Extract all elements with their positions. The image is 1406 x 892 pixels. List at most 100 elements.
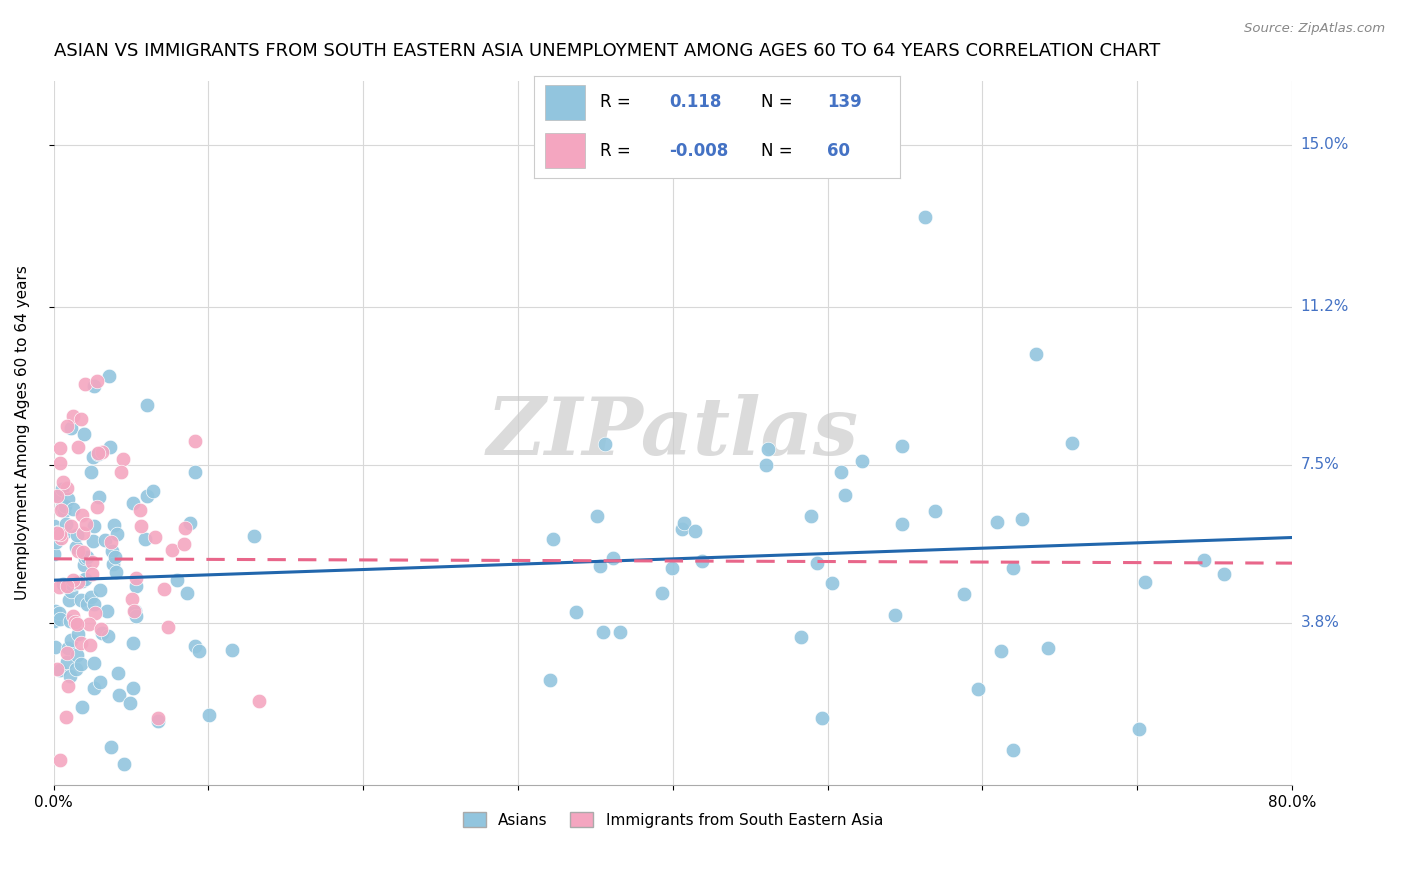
Point xyxy=(810,711,832,725)
Point xyxy=(176,586,198,600)
Point xyxy=(100,534,122,549)
Point xyxy=(986,516,1008,530)
Point xyxy=(593,437,616,451)
Point xyxy=(67,575,90,590)
Text: ASIAN VS IMMIGRANTS FROM SOUTH EASTERN ASIA UNEMPLOYMENT AMONG AGES 60 TO 64 YEA: ASIAN VS IMMIGRANTS FROM SOUTH EASTERN A… xyxy=(53,42,1160,60)
Point xyxy=(72,545,94,559)
Point xyxy=(69,636,91,650)
Point xyxy=(51,500,73,514)
Point xyxy=(589,559,612,574)
Point xyxy=(198,708,221,723)
Point xyxy=(118,696,141,710)
Point xyxy=(124,608,146,623)
Point xyxy=(112,452,135,467)
Point xyxy=(49,527,72,541)
Point xyxy=(1213,567,1236,582)
Point xyxy=(830,465,852,479)
Text: 139: 139 xyxy=(827,94,862,112)
Point xyxy=(59,669,82,683)
Point xyxy=(58,679,80,693)
Text: 0.118: 0.118 xyxy=(669,94,721,112)
Point xyxy=(48,456,70,470)
Point xyxy=(128,503,150,517)
Point xyxy=(45,488,67,502)
Point xyxy=(101,557,124,571)
Point xyxy=(89,675,111,690)
Point xyxy=(62,574,84,588)
Point xyxy=(82,450,104,465)
Point xyxy=(125,570,148,584)
Point xyxy=(72,508,94,523)
Point xyxy=(66,617,89,632)
Point xyxy=(80,566,103,581)
Text: R =: R = xyxy=(600,94,631,112)
Point xyxy=(66,648,89,662)
Point xyxy=(242,529,264,543)
Point xyxy=(73,550,96,565)
Point xyxy=(188,644,211,658)
Point xyxy=(1060,436,1083,450)
Point xyxy=(44,640,66,655)
Point xyxy=(62,409,84,423)
Point xyxy=(800,509,823,524)
Text: 7.5%: 7.5% xyxy=(1301,458,1339,473)
Point xyxy=(87,447,110,461)
Point xyxy=(58,593,80,607)
Point xyxy=(98,440,121,454)
Text: R =: R = xyxy=(600,142,631,160)
Point xyxy=(52,475,75,489)
Point xyxy=(184,465,207,479)
Text: 60: 60 xyxy=(827,142,849,160)
Y-axis label: Unemployment Among Ages 60 to 64 years: Unemployment Among Ages 60 to 64 years xyxy=(15,266,30,600)
Legend: Asians, Immigrants from South Eastern Asia: Asians, Immigrants from South Eastern As… xyxy=(457,805,889,834)
Point xyxy=(806,556,828,570)
Point xyxy=(98,368,121,383)
Point xyxy=(42,547,65,561)
Point xyxy=(75,516,97,531)
Point xyxy=(65,662,87,676)
Text: 11.2%: 11.2% xyxy=(1301,300,1348,315)
Point xyxy=(1001,743,1024,757)
Point xyxy=(166,573,188,587)
Bar xyxy=(546,133,585,168)
Point xyxy=(63,615,86,630)
Point xyxy=(179,516,201,530)
Point xyxy=(173,537,195,551)
Point xyxy=(49,753,72,767)
Point xyxy=(184,639,207,653)
Point xyxy=(174,520,197,534)
Point xyxy=(77,617,100,632)
Point xyxy=(55,499,77,513)
Point xyxy=(125,579,148,593)
Point xyxy=(121,591,143,606)
Point xyxy=(55,710,77,724)
Point xyxy=(51,482,73,496)
Point xyxy=(67,627,90,641)
Point xyxy=(891,517,914,532)
Text: 3.8%: 3.8% xyxy=(1301,615,1340,631)
Point xyxy=(134,532,156,546)
Point xyxy=(48,606,70,620)
Text: N =: N = xyxy=(761,94,793,112)
Point xyxy=(60,584,83,599)
Point xyxy=(1025,347,1047,361)
Point xyxy=(75,573,97,587)
Point xyxy=(46,525,69,540)
Point xyxy=(66,544,89,558)
Point xyxy=(80,465,103,479)
Point xyxy=(69,657,91,672)
Point xyxy=(67,441,90,455)
Point xyxy=(72,574,94,589)
Point xyxy=(564,605,586,619)
Point xyxy=(103,518,125,533)
Point xyxy=(146,714,169,728)
Point xyxy=(91,626,114,640)
Point xyxy=(1128,723,1150,737)
Point xyxy=(62,609,84,624)
Point xyxy=(80,590,103,604)
Point xyxy=(97,629,120,643)
Point xyxy=(94,533,117,547)
Point xyxy=(129,519,152,533)
Point xyxy=(48,489,70,503)
Point xyxy=(685,524,707,538)
